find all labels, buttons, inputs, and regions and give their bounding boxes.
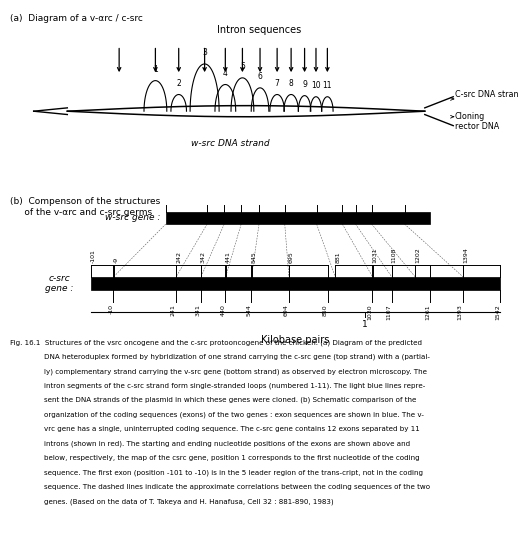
Text: 1031: 1031 <box>372 247 378 263</box>
Text: genes. (Based on the data of T. Takeya and H. Hanafusa, Cell 32 : 881-890, 1983): genes. (Based on the data of T. Takeya a… <box>44 498 334 505</box>
Text: 10: 10 <box>311 81 321 90</box>
Text: 1107: 1107 <box>386 304 392 320</box>
Text: 1108: 1108 <box>392 247 397 263</box>
Text: Fig. 16.1  Structures of the vsrc oncogene and the c-src protooncogene of the ch: Fig. 16.1 Structures of the vsrc oncogen… <box>10 339 422 346</box>
Text: Kilobase pairs: Kilobase pairs <box>261 335 329 345</box>
Text: vrc gene has a single, uninterrupted coding sequence. The c-src gene contains 12: vrc gene has a single, uninterrupted cod… <box>44 426 420 432</box>
Text: 11: 11 <box>323 81 332 90</box>
Text: 881: 881 <box>335 251 340 263</box>
Bar <box>91 277 500 290</box>
Text: 544: 544 <box>246 304 251 316</box>
Text: 440: 440 <box>220 304 225 316</box>
Text: 1261: 1261 <box>425 304 430 320</box>
Text: DNA heteroduplex formed by hybridization of one strand carrying the c-src gene (: DNA heteroduplex formed by hybridization… <box>44 354 430 360</box>
Text: 242: 242 <box>176 251 181 263</box>
Text: 5: 5 <box>240 62 245 71</box>
Bar <box>166 212 430 224</box>
Text: sequence. The dashed lines indicate the approximate correlations between the cod: sequence. The dashed lines indicate the … <box>44 484 430 490</box>
Text: 7: 7 <box>275 79 280 88</box>
Text: 441: 441 <box>226 251 231 263</box>
Text: introns (shown in red). The starting and ending nucleotide positions of the exon: introns (shown in red). The starting and… <box>44 440 410 447</box>
Text: c-src
gene :: c-src gene : <box>46 274 74 293</box>
Text: 4: 4 <box>223 69 228 78</box>
Text: 1030: 1030 <box>367 304 372 320</box>
Text: w-src gene :: w-src gene : <box>105 214 161 222</box>
Text: 1202: 1202 <box>415 247 420 263</box>
Text: 694: 694 <box>284 304 289 316</box>
Text: 341: 341 <box>196 304 201 316</box>
Text: C-src DNA strand: C-src DNA strand <box>455 90 518 99</box>
Text: 3: 3 <box>202 48 207 57</box>
Text: (b)  Compenson of the structures
     of the v-αrc and c-src germs: (b) Compenson of the structures of the v… <box>10 197 161 217</box>
Text: 1: 1 <box>362 320 368 329</box>
Text: 241: 241 <box>171 304 176 316</box>
Text: Cloning
rector DNA: Cloning rector DNA <box>455 112 499 131</box>
Text: 9: 9 <box>302 80 307 89</box>
Text: organization of the coding sequences (exons) of the two genes : exon sequences a: organization of the coding sequences (ex… <box>44 411 424 418</box>
Text: -10: -10 <box>108 304 113 314</box>
Text: 1393: 1393 <box>458 304 463 320</box>
Text: intron segments of the c-src strand form single-stranded loops (numbered 1-11). : intron segments of the c-src strand form… <box>44 383 425 389</box>
Text: 850: 850 <box>323 304 327 316</box>
Text: 545: 545 <box>252 251 256 263</box>
Text: w-src DNA strand: w-src DNA strand <box>191 139 270 148</box>
Text: Intron sequences: Intron sequences <box>217 25 301 35</box>
Text: sent the DNA strands of the plasmid in which these genes were cloned. (b) Schema: sent the DNA strands of the plasmid in w… <box>44 397 416 404</box>
Text: (a)  Diagram of a v-αrc / c-src: (a) Diagram of a v-αrc / c-src <box>10 14 143 23</box>
Text: 695: 695 <box>289 251 294 263</box>
Text: 2: 2 <box>176 79 181 88</box>
Text: 6: 6 <box>257 72 263 81</box>
Text: 1542: 1542 <box>495 304 500 320</box>
Text: 1: 1 <box>153 65 158 74</box>
Text: -101: -101 <box>91 249 96 263</box>
Text: -9: -9 <box>113 257 119 263</box>
Text: sequence. The first exon (position -101 to -10) is in the 5 leader region of the: sequence. The first exon (position -101 … <box>44 469 423 476</box>
Text: 1394: 1394 <box>463 247 468 263</box>
Text: ly) complementary strand carrying the v-src gene (bottom strand) as observed by : ly) complementary strand carrying the v-… <box>44 368 427 375</box>
Text: 342: 342 <box>201 251 206 263</box>
Text: 8: 8 <box>289 79 294 88</box>
Text: below, respectively, the map of the csrc gene, position 1 corresponds to the fir: below, respectively, the map of the csrc… <box>44 455 420 461</box>
